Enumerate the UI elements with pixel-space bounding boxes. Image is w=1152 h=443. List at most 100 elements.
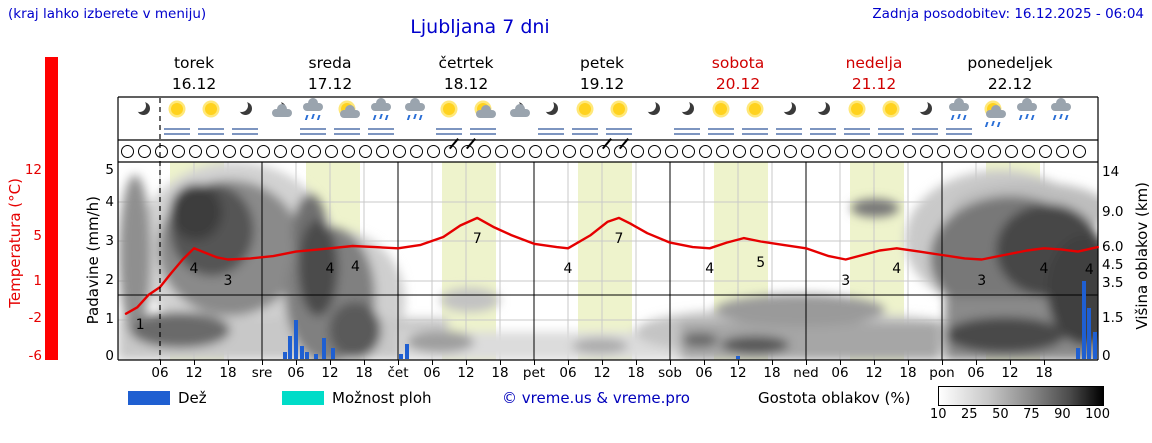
- sky-circle-icon: [240, 145, 253, 158]
- sky-circle-icon: [308, 145, 321, 158]
- cloud-glyph: [949, 98, 969, 111]
- time-tick-mark: [1010, 360, 1011, 365]
- temperature-value-label: 3: [841, 272, 851, 289]
- cloud-glyph: [1051, 98, 1071, 111]
- precip-bar: [1087, 308, 1092, 360]
- page-title: Ljubljana 7 dni: [410, 16, 550, 38]
- temperature-value-label: 4: [1039, 261, 1049, 278]
- temperature-value-label: 3: [977, 272, 987, 289]
- day-name: sobota: [711, 54, 765, 72]
- sky-circle-icon: [597, 138, 612, 158]
- wind-barb-icon: [618, 138, 629, 149]
- sky-circle-icon: [784, 145, 797, 158]
- sky-circle-icon: [767, 145, 780, 158]
- sky-circle-icon: [818, 145, 831, 158]
- fog-glyph: [912, 128, 938, 137]
- sky-circle-icon: [1039, 145, 1052, 158]
- moon-cloud-icon: [500, 100, 534, 138]
- moon-icon: [636, 100, 670, 138]
- temperature-value-label: 4: [563, 261, 573, 278]
- cloud-density-ticks: 10 25 50 75 90 100: [930, 407, 1110, 422]
- precip-bar: [313, 353, 318, 360]
- time-tick-label: 18: [1035, 365, 1053, 381]
- precip-bar: [322, 337, 327, 360]
- cloud-glyph: [986, 105, 1006, 118]
- time-tick-label: 12: [321, 365, 339, 381]
- day-date: 21.12: [851, 75, 897, 93]
- sun-glyph: [885, 103, 897, 115]
- temperature-value-label: 4: [705, 261, 715, 278]
- precip-bar: [282, 351, 287, 360]
- sky-circle-icon: [954, 145, 967, 158]
- cloud-glyph: [272, 104, 292, 117]
- fog-glyph: [878, 128, 904, 137]
- sky-circle-icon: [189, 145, 202, 158]
- precip-bar: [288, 335, 293, 360]
- sky-circle-icon: [580, 145, 593, 158]
- time-tick-mark: [806, 360, 807, 365]
- fog-glyph: [334, 128, 360, 137]
- sky-circle-icon: [512, 145, 525, 158]
- fog-glyph: [776, 128, 802, 137]
- temperature-value-label: 4: [351, 259, 360, 276]
- cloud-height-tick: 3.5: [1102, 275, 1124, 291]
- sky-circle-icon: [971, 145, 984, 158]
- cloud-density-layer: [118, 162, 1098, 360]
- temperature-axis-strip: [45, 57, 58, 360]
- drops-glyph: [311, 114, 315, 119]
- fog-glyph: [742, 128, 768, 137]
- time-tick-mark: [228, 360, 229, 365]
- cloud-height-tick: 4.5: [1102, 257, 1124, 273]
- cloud-glyph: [303, 98, 323, 111]
- time-tick-label: 12: [593, 365, 611, 381]
- precip-bar: [305, 351, 310, 360]
- sky-circle-icon: [716, 145, 729, 158]
- fog-glyph: [606, 128, 632, 137]
- moon-glyph: [239, 102, 252, 115]
- sky-circle-icon: [223, 145, 236, 158]
- sky-circle-icon: [988, 145, 1001, 158]
- time-tick-label: 06: [151, 365, 169, 381]
- day-date: 19.12: [579, 75, 625, 93]
- cloud-height-tick: 6.0: [1102, 239, 1124, 255]
- drops-glyph: [1025, 114, 1029, 119]
- time-tick-mark: [262, 360, 263, 365]
- sky-circle-icon: [359, 145, 372, 158]
- precipitation-tick: 3: [105, 233, 114, 249]
- time-tick-mark: [602, 360, 603, 365]
- temperature-value-label: 5: [756, 254, 766, 271]
- time-tick-label: 12: [865, 365, 883, 381]
- wind-barb-icon: [448, 138, 459, 149]
- density-tick-label: 75: [1023, 407, 1040, 422]
- time-tick-mark: [942, 360, 943, 365]
- fog-glyph: [436, 128, 462, 137]
- sky-circle-icon: [886, 145, 899, 158]
- fog-glyph: [470, 128, 496, 137]
- credit-link[interactable]: © vreme.us & vreme.pro: [502, 389, 690, 407]
- fog-glyph: [368, 128, 394, 137]
- precip-bar: [736, 355, 740, 360]
- fog-glyph: [164, 128, 190, 137]
- sky-circle-icon: [665, 145, 678, 158]
- sky-circle-icon: [342, 145, 355, 158]
- temperature-value-label: 4: [189, 261, 199, 278]
- sky-circle-icon: [699, 145, 712, 158]
- cloud-height-tick: 1.5: [1102, 310, 1124, 326]
- drops-glyph: [1059, 114, 1063, 119]
- temperature-value-label: 7: [614, 230, 624, 247]
- time-tick-label: 18: [355, 365, 373, 381]
- wind-barb-icon: [465, 138, 476, 149]
- sun-fog-icon: [738, 100, 772, 138]
- sun-fog-icon: [432, 100, 466, 138]
- showers-legend-label: Možnost ploh: [332, 389, 432, 407]
- sky-circle-icon: [274, 145, 287, 158]
- sky-circle-icon: [206, 145, 219, 158]
- moon-icon: [126, 100, 160, 138]
- moon-glyph: [817, 102, 830, 115]
- rain-legend-label: Dež: [178, 389, 207, 407]
- time-tick-label: 18: [763, 365, 781, 381]
- temperature-tick: 1: [33, 273, 42, 289]
- temperature-line: [124, 216, 1100, 315]
- sun-glyph: [715, 103, 727, 115]
